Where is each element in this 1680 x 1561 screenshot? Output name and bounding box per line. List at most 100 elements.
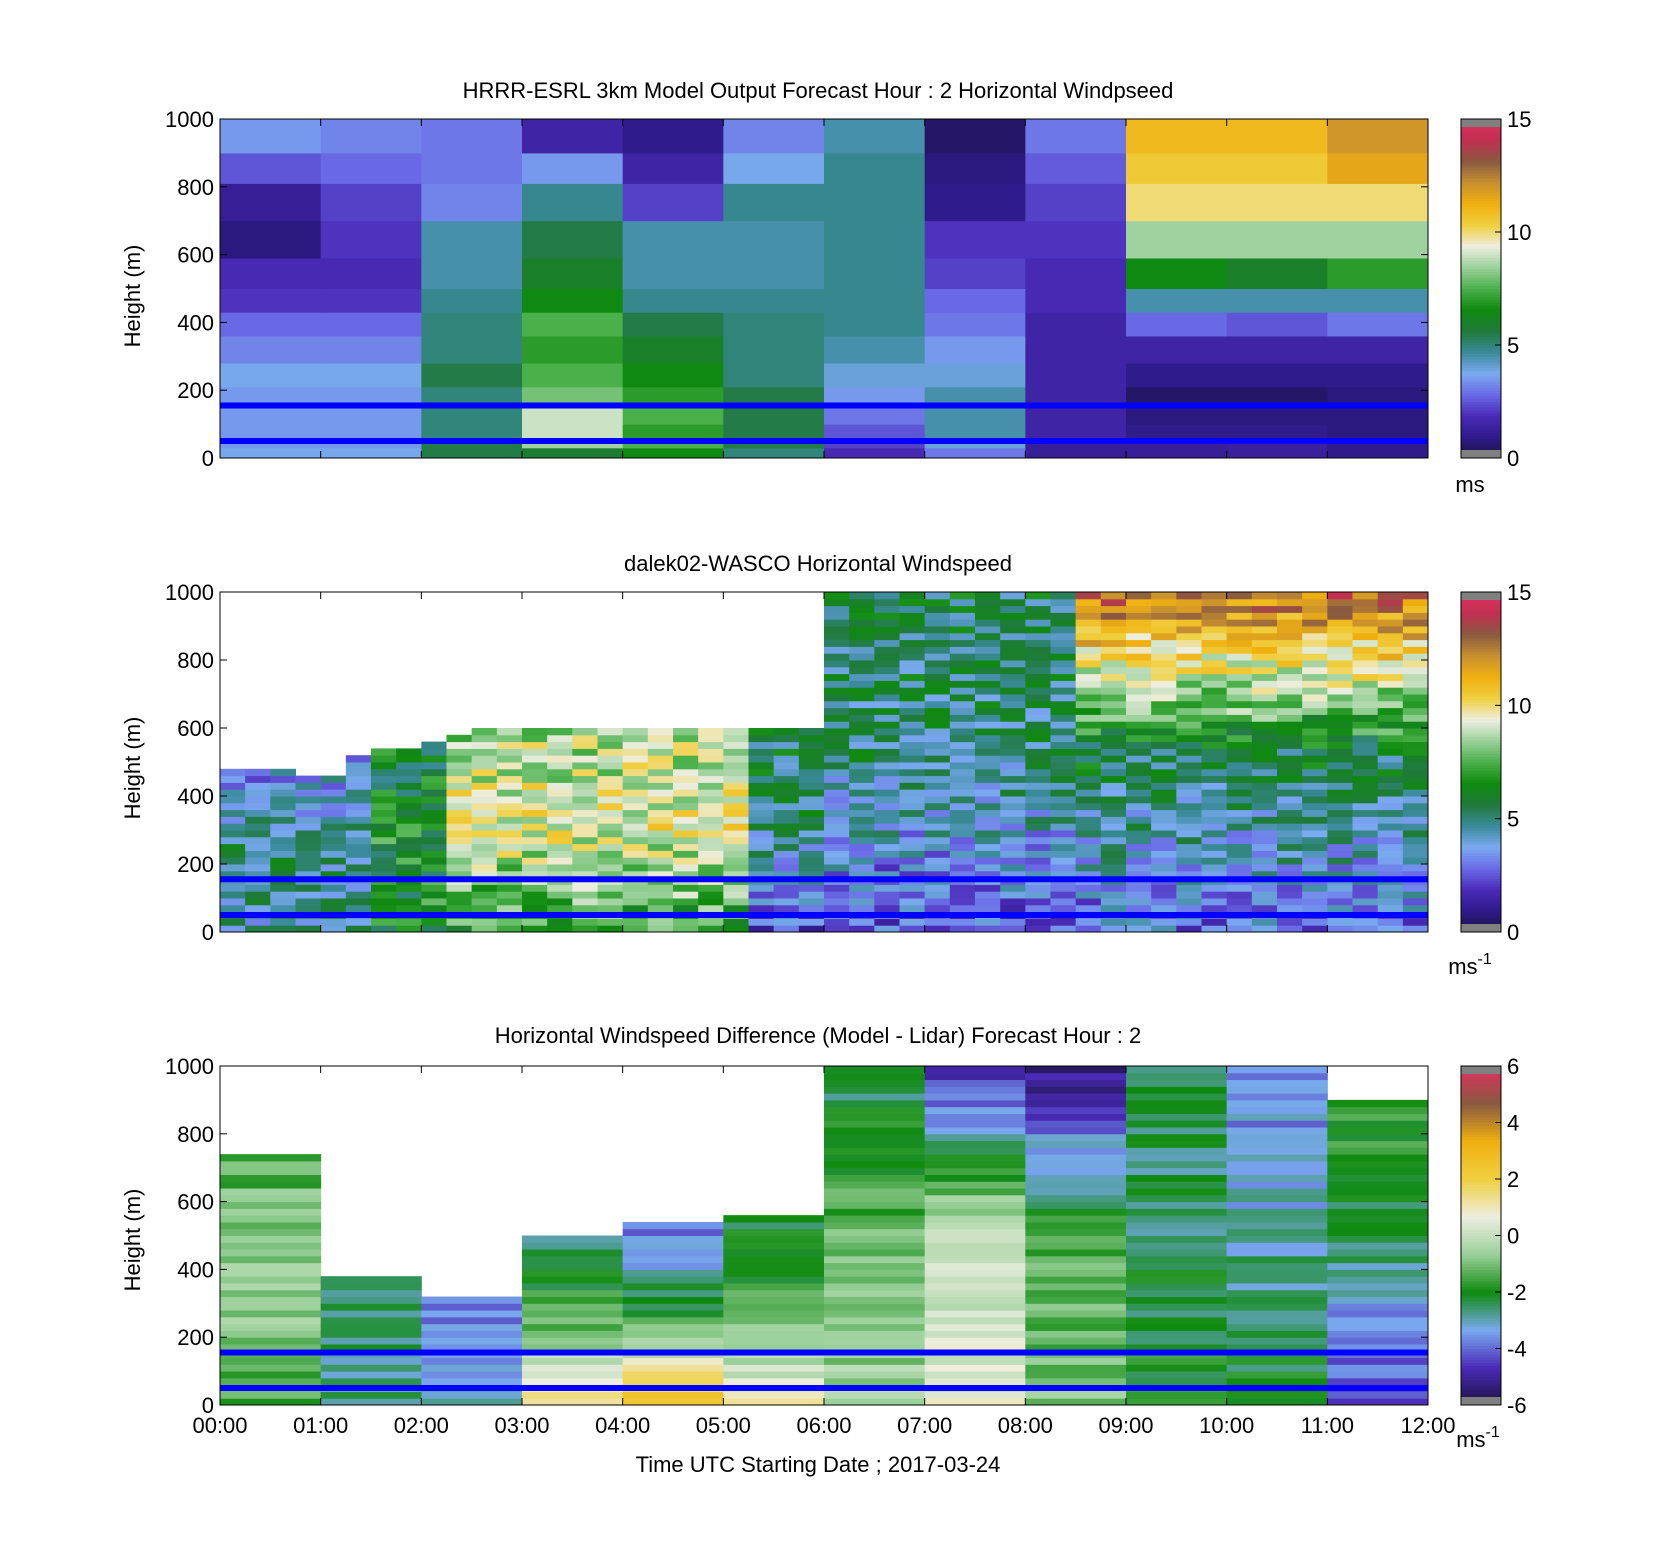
heatmap-cell: [1126, 1296, 1228, 1304]
colorbar-segment: [1461, 821, 1501, 825]
heatmap-cell: [824, 721, 850, 729]
x-tick-label: 07:00: [897, 1413, 952, 1438]
heatmap-cell: [1277, 816, 1303, 824]
heatmap-cell: [1377, 592, 1404, 600]
heatmap-cell: [1025, 257, 1127, 289]
heatmap-cell: [1025, 407, 1127, 425]
heatmap-cell: [723, 1221, 825, 1230]
heatmap-cell: [1176, 734, 1202, 743]
heatmap-cell: [824, 1391, 926, 1399]
colorbar-segment: [1461, 195, 1501, 199]
colorbar-segment: [1461, 1232, 1501, 1236]
heatmap-cell: [824, 447, 926, 459]
heatmap-cell: [1176, 864, 1202, 872]
heatmap-cell: [1075, 632, 1102, 641]
heatmap-cell: [220, 1262, 322, 1270]
heatmap-cell: [1025, 598, 1051, 607]
heatmap-cell: [220, 925, 246, 933]
heatmap-cell: [1352, 734, 1379, 743]
heatmap-cell: [1050, 660, 1077, 668]
heatmap-cell: [1100, 728, 1127, 736]
colorbar-segment: [1461, 869, 1501, 873]
heatmap-cell: [622, 748, 649, 756]
heatmap-cell: [824, 619, 850, 627]
heatmap-cell: [1100, 660, 1127, 668]
heatmap-cell: [345, 904, 372, 913]
heatmap-cell: [849, 673, 875, 681]
heatmap-cell: [1277, 789, 1303, 797]
heatmap-cell: [320, 363, 422, 388]
heatmap-cell: [798, 809, 825, 817]
heatmap-cell: [1327, 1120, 1429, 1128]
heatmap-cell: [1100, 721, 1127, 729]
heatmap-cell: [1226, 687, 1253, 695]
x-tick-label: 06:00: [796, 1413, 851, 1438]
colorbar-segment: [1461, 824, 1501, 828]
colorbar-segment: [1461, 1212, 1501, 1217]
heatmap-cell: [874, 707, 900, 715]
colorbar-segment: [1461, 716, 1501, 720]
heatmap-cell: [622, 789, 649, 797]
heatmap-cell: [1126, 1208, 1228, 1216]
heatmap-cell: [1251, 823, 1278, 831]
heatmap-cell: [1251, 775, 1278, 783]
heatmap-cell: [1176, 843, 1202, 851]
heatmap-cell: [1176, 925, 1202, 933]
heatmap-cell: [924, 220, 1026, 259]
heatmap-cell: [1327, 1289, 1429, 1298]
heatmap-cell: [924, 619, 951, 627]
colorbar-segment: [1461, 183, 1501, 188]
heatmap-cell: [1327, 312, 1429, 337]
heatmap-cell: [1075, 775, 1102, 783]
heatmap-cell: [1402, 755, 1429, 763]
heatmap-cell: [949, 884, 976, 892]
heatmap-cell: [1377, 762, 1404, 770]
heatmap-cell: [975, 605, 1001, 613]
heatmap-cell: [1226, 1066, 1328, 1074]
heatmap-cell: [1050, 918, 1077, 926]
heatmap-cell: [824, 1086, 926, 1094]
heatmap-cell: [1025, 918, 1051, 926]
colorbar-segment: [1461, 614, 1501, 618]
heatmap-cell: [446, 796, 473, 804]
heatmap-cell: [371, 843, 397, 851]
heatmap-cell: [1025, 386, 1127, 408]
heatmap-cell: [1025, 1133, 1127, 1142]
heatmap-cell: [1075, 728, 1102, 736]
colorbar-segment: [1461, 694, 1501, 698]
heatmap-cell: [673, 762, 699, 770]
colorbar-segment: [1461, 370, 1501, 374]
colorbar-segment: [1461, 708, 1501, 712]
heatmap-cell: [1327, 1140, 1429, 1148]
heatmap-cell: [874, 612, 900, 620]
heatmap-cell: [1302, 626, 1328, 634]
heatmap-cell: [320, 789, 347, 797]
heatmap-cell: [1075, 755, 1102, 763]
heatmap-cell: [1327, 762, 1353, 770]
heatmap-cell: [899, 707, 926, 715]
heatmap-cell: [471, 850, 498, 858]
colorbar-segment: [1461, 864, 1501, 868]
heatmap-cell: [1352, 653, 1379, 661]
heatmap-cell: [723, 220, 825, 259]
colorbar-tick-label: 15: [1507, 107, 1531, 132]
heatmap-cell: [1327, 721, 1353, 729]
heatmap-cell: [924, 407, 1026, 425]
heatmap-cell: [1402, 884, 1429, 892]
heatmap-cell: [1226, 700, 1253, 709]
heatmap-cell: [698, 884, 724, 892]
heatmap-cell: [1050, 884, 1077, 892]
heatmap-cell: [949, 646, 976, 654]
colorbar-segment: [1461, 1323, 1501, 1327]
heatmap-cell: [1402, 741, 1429, 749]
heatmap-cell: [824, 925, 850, 933]
heatmap-cell: [270, 864, 296, 872]
colorbar-segment: [1461, 1320, 1501, 1324]
colorbar-segment: [1461, 725, 1501, 729]
heatmap-cell: [1226, 1235, 1328, 1243]
heatmap-cell: [1327, 619, 1353, 627]
heatmap-cell: [874, 700, 900, 709]
heatmap-cell: [1377, 843, 1404, 851]
heatmap-cell: [899, 802, 926, 811]
heatmap-cell: [1226, 1194, 1328, 1203]
